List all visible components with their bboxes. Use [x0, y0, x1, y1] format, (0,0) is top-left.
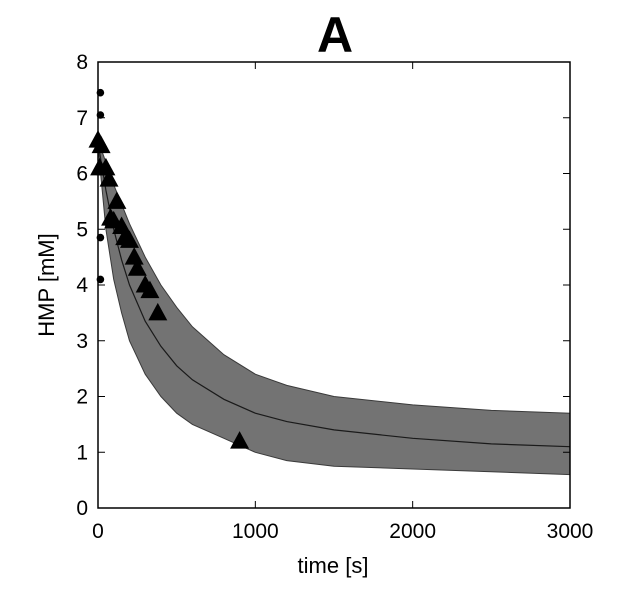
y-tick-label: 2	[76, 386, 88, 409]
triangle-point	[96, 157, 116, 176]
y-tick-label: 0	[76, 497, 88, 520]
x-axis-label: time [s]	[298, 553, 369, 578]
triangle-point	[127, 258, 147, 276]
plot-area	[88, 88, 571, 476]
triangle-point	[124, 247, 144, 265]
x-tick-label: 0	[92, 520, 104, 543]
triangle-point	[120, 230, 139, 248]
triangle-point	[148, 302, 168, 321]
y-tick-label: 5	[76, 218, 88, 241]
y-tick-label: 8	[76, 51, 88, 74]
triangle-point	[140, 280, 160, 299]
y-tick-label: 6	[76, 163, 88, 186]
chart-title: A	[317, 7, 353, 63]
x-tick-label: 2000	[389, 520, 436, 543]
triangle-point	[99, 169, 119, 187]
axis-ticks: 0 1 2 3 4 5 6 7 8 0 1000 2000 3000	[76, 51, 593, 543]
y-axis-label: HMP [mM]	[34, 233, 59, 336]
y-tick-label: 4	[76, 274, 88, 297]
x-tick-label: 3000	[547, 520, 594, 543]
triangle-point	[107, 191, 127, 209]
confidence-band	[97, 139, 571, 476]
y-tick-label: 3	[76, 330, 88, 353]
triangle-point	[112, 216, 132, 234]
y-tick-label: 7	[76, 107, 88, 130]
triangle-point	[91, 135, 111, 154]
x-tick-label: 1000	[232, 520, 279, 543]
triangle-point	[230, 431, 250, 449]
y-tick-label: 1	[76, 441, 88, 464]
